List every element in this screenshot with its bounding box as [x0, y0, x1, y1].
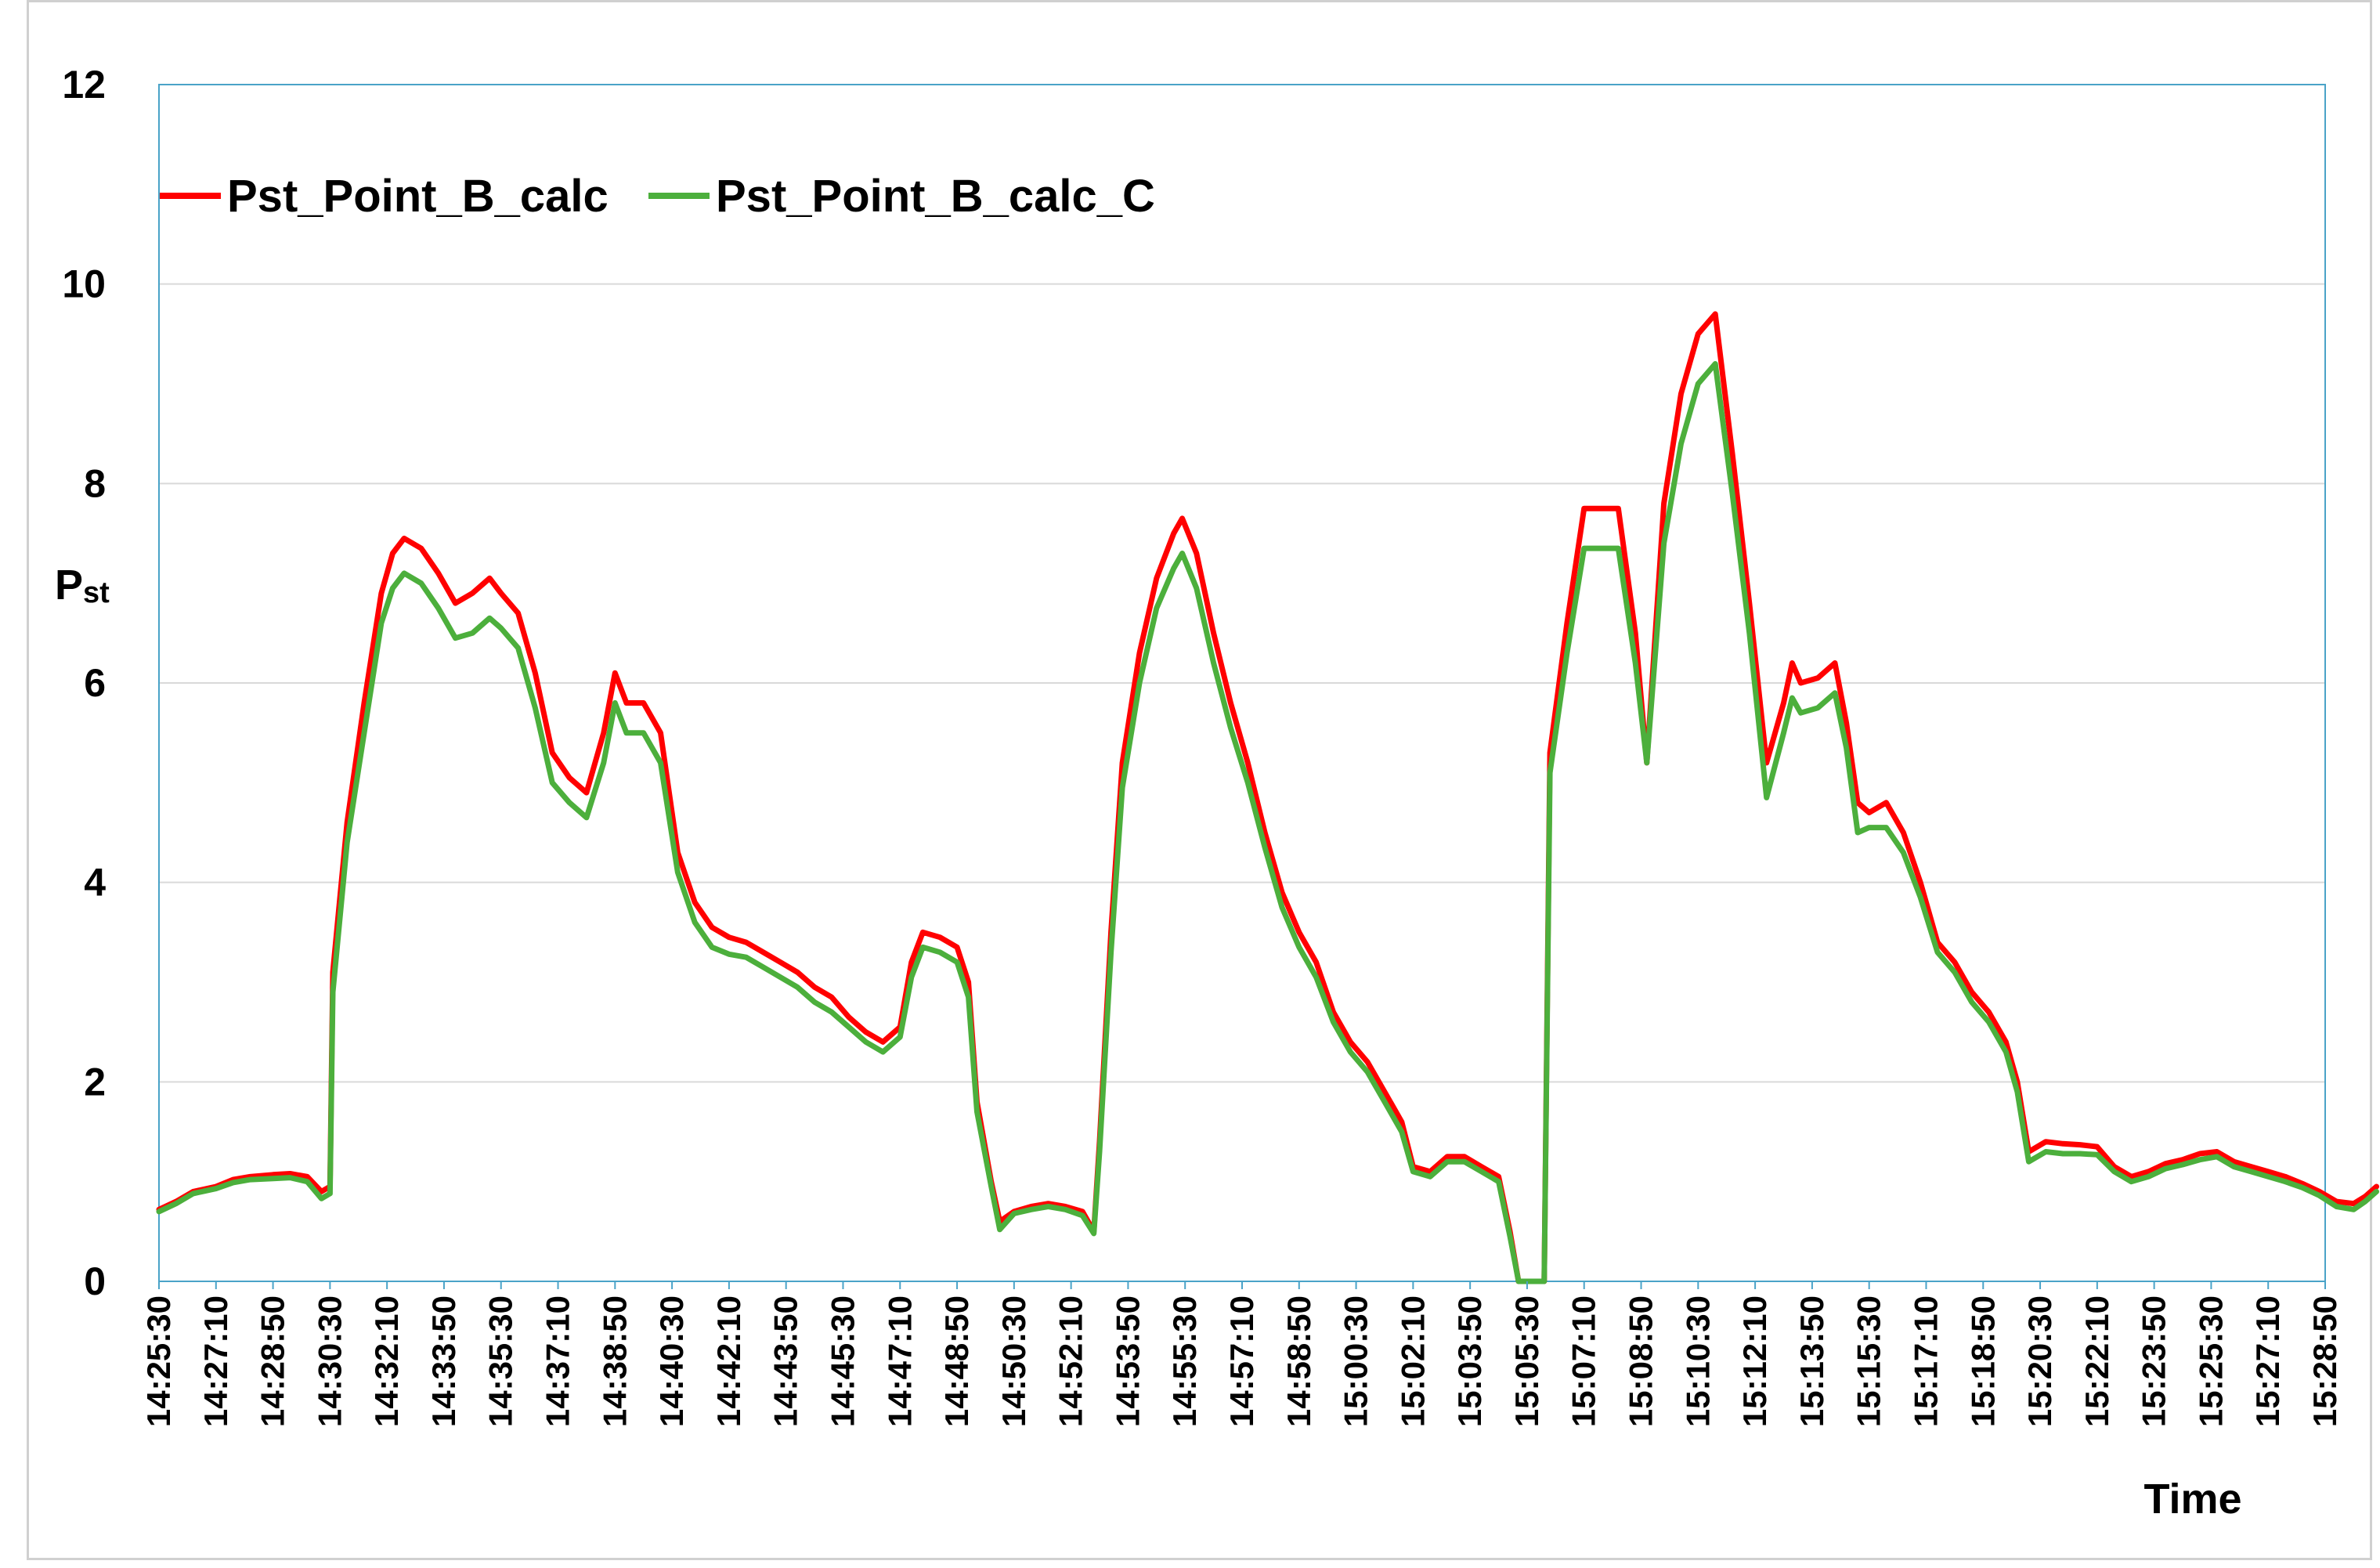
x-tick-label: 14:37:10	[540, 1295, 576, 1427]
x-tick-label: 14:55:30	[1166, 1295, 1203, 1427]
x-tick-label: 14:33:50	[425, 1295, 462, 1427]
x-tick-label: 14:50:30	[995, 1295, 1032, 1427]
x-tick-label: 15:17:10	[1907, 1295, 1944, 1427]
y-tick-label: 4	[84, 861, 106, 905]
series-lines	[156, 311, 2379, 1284]
x-tick-label: 15:07:10	[1566, 1295, 1602, 1427]
x-tick-label: 15:20:30	[2021, 1295, 2058, 1427]
x-tick-label: 14:52:10	[1053, 1295, 1089, 1427]
x-tick-label: 15:23:50	[2136, 1295, 2172, 1427]
chart-frame	[27, 0, 2372, 1560]
x-axis-ticks: 14:25:30 14:27:10 14:28:50 14:30:30 14:32:10…	[140, 1281, 2343, 1427]
series-line-1	[156, 311, 2379, 1284]
x-axis-label: Time	[2143, 1476, 2241, 1523]
x-tick-label: 14:48:50	[938, 1295, 975, 1427]
y-tick-label: 0	[84, 1259, 106, 1303]
x-tick-label: 14:32:10	[368, 1295, 405, 1427]
x-tick-label: 15:00:30	[1338, 1295, 1374, 1427]
x-tick-label: 14:35:30	[482, 1295, 519, 1427]
x-tick-label: 14:40:30	[653, 1295, 690, 1427]
x-tick-label: 14:42:10	[710, 1295, 747, 1427]
y-tick-label: 6	[84, 661, 106, 705]
y-tick-label: 10	[62, 262, 106, 306]
y-axis-label: Pst	[55, 562, 110, 609]
x-tick-label: 15:27:10	[2249, 1295, 2286, 1427]
x-tick-label: 15:03:50	[1451, 1295, 1488, 1427]
y-tick-label: 2	[84, 1060, 106, 1104]
x-tick-label: 14:27:10	[197, 1295, 234, 1427]
x-tick-label: 14:45:30	[824, 1295, 861, 1427]
x-tick-label: 15:08:50	[1623, 1295, 1659, 1427]
x-tick-label: 15:02:10	[1394, 1295, 1431, 1427]
x-tick-label: 15:10:30	[1679, 1295, 1716, 1427]
x-tick-label: 14:43:50	[767, 1295, 804, 1427]
x-tick-label: 15:15:30	[1851, 1295, 1887, 1427]
y-tick-label: 8	[84, 461, 106, 505]
y-axis-label-subscript: st	[83, 576, 110, 609]
legend: Pst_Point_B_calc Pst_Point_B_calc_C	[160, 171, 1155, 222]
x-tick-label: 15:05:30	[1508, 1295, 1545, 1427]
x-tick-label: 15:28:50	[2306, 1295, 2343, 1427]
x-tick-label: 14:58:50	[1280, 1295, 1317, 1427]
y-axis-label-main: P	[55, 562, 83, 609]
y-axis-ticks: 0 2 4 6 8 10 12	[62, 63, 106, 1303]
gridlines	[159, 283, 2325, 1083]
x-tick-label: 14:53:50	[1109, 1295, 1146, 1427]
x-tick-label: 14:57:10	[1223, 1295, 1260, 1427]
x-tick-label: 14:25:30	[140, 1295, 177, 1427]
y-tick-label: 12	[62, 63, 106, 107]
series-line-2	[156, 361, 2379, 1284]
x-tick-label: 15:18:50	[1964, 1295, 2001, 1427]
x-tick-label: 14:28:50	[255, 1295, 291, 1427]
x-tick-label: 14:30:30	[311, 1295, 348, 1427]
x-tick-label: 14:38:50	[596, 1295, 633, 1427]
x-tick-label: 15:25:30	[2192, 1295, 2229, 1427]
legend-label-series-2: Pst_Point_B_calc_C	[716, 171, 1155, 222]
legend-label-series-1: Pst_Point_B_calc	[227, 171, 609, 222]
x-tick-label: 14:47:10	[881, 1295, 918, 1427]
x-tick-label: 15:13:50	[1793, 1295, 1830, 1427]
x-tick-label: 15:12:10	[1736, 1295, 1773, 1427]
x-tick-label: 15:22:10	[2078, 1295, 2115, 1427]
